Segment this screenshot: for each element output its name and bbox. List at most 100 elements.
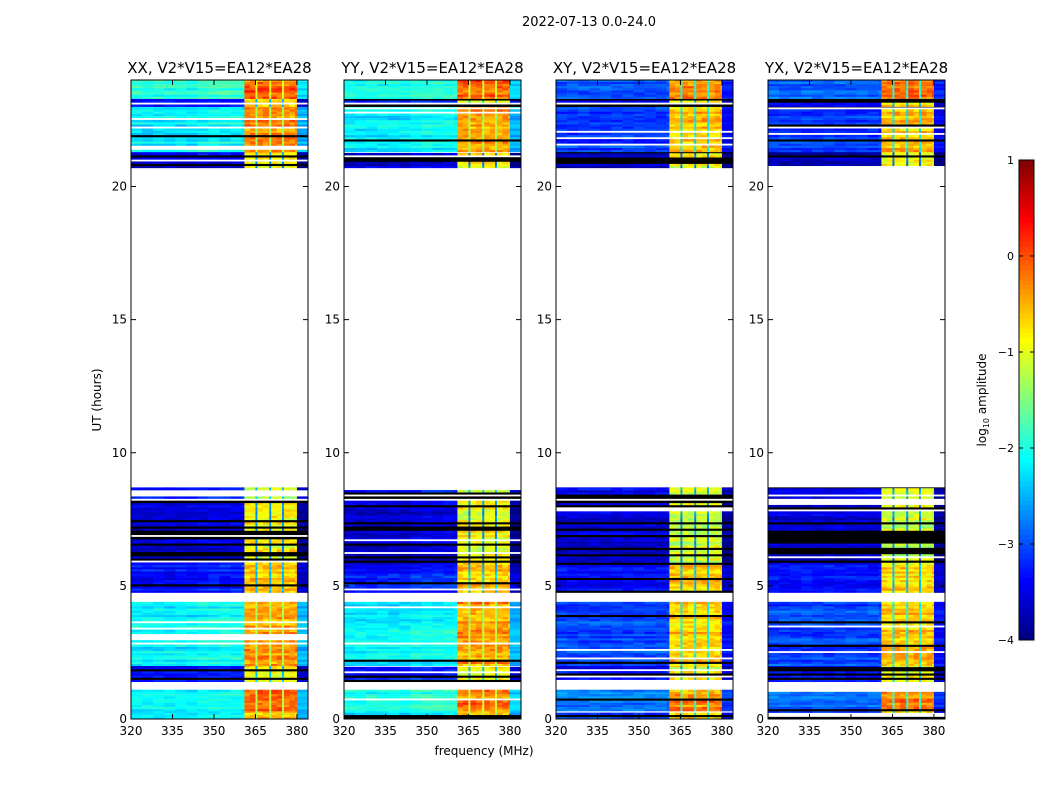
heatmap-cell: [262, 652, 269, 656]
heatmap-cell: [421, 161, 433, 164]
heatmap-cell: [255, 614, 258, 618]
heatmap-cell: [502, 590, 509, 593]
heatmap-cell: [468, 584, 471, 587]
heatmap-cell: [377, 663, 389, 667]
heatmap-cell: [388, 163, 400, 167]
heatmap-cell: [257, 590, 264, 593]
heatmap-cell: [269, 616, 272, 620]
heatmap-cell: [219, 511, 231, 514]
heatmap-cell: [230, 612, 242, 615]
heatmap-cell: [344, 700, 356, 703]
heatmap-cell: [262, 549, 269, 553]
heatmap-cell: [164, 80, 176, 82]
heatmap-cell: [175, 666, 187, 670]
heatmap-cell: [470, 661, 477, 664]
heatmap-cell: [457, 629, 464, 632]
heatmap-cell: [295, 644, 298, 647]
heatmap-cell: [344, 646, 356, 650]
heatmap-cell: [197, 109, 209, 112]
heatmap-cell: [388, 650, 400, 654]
heatmap-cell: [186, 115, 198, 119]
heatmap-cell: [489, 141, 496, 144]
heatmap-cell: [489, 693, 496, 697]
heatmap-cell: [283, 706, 290, 710]
heatmap-cell: [432, 500, 444, 504]
heatmap-cell: [164, 601, 176, 605]
heatmap-cell: [496, 524, 503, 527]
heatmap-cell: [295, 556, 298, 559]
heatmap-cell: [219, 646, 231, 650]
heatmap-cell: [410, 610, 422, 613]
heatmap-cell: [164, 107, 176, 110]
heatmap-cell: [509, 689, 521, 693]
heatmap-cell: [175, 698, 187, 701]
heatmap-cell: [502, 650, 509, 654]
heatmap-cell: [283, 157, 290, 160]
heatmap-cell: [496, 532, 503, 536]
heatmap-cell: [175, 665, 187, 668]
heatmap-cell: [508, 629, 511, 632]
heatmap-cell: [366, 661, 378, 664]
heatmap-cell: [255, 648, 258, 652]
heatmap-cell: [344, 564, 356, 568]
heatmap-cell: [482, 549, 485, 553]
heatmap-cell: [454, 689, 458, 693]
heatmap-cell: [502, 691, 509, 695]
heatmap-cell: [468, 502, 471, 506]
heatmap-cell: [142, 487, 154, 491]
heatmap-cell: [489, 145, 496, 148]
heatmap-cell: [484, 704, 491, 708]
heatmap-cell: [421, 650, 433, 654]
heatmap-cell: [276, 693, 283, 697]
heatmap-cell: [443, 648, 455, 652]
heatmap-cell: [208, 132, 220, 136]
heatmap-cell: [244, 119, 251, 123]
heatmap-cell: [142, 165, 154, 169]
heatmap-cell: [432, 610, 444, 613]
heatmap-cell: [421, 502, 433, 506]
heatmap-cell: [208, 679, 220, 683]
heatmap-cell: [230, 549, 242, 553]
heatmap-cell: [289, 603, 296, 607]
heatmap-cell: [421, 708, 433, 712]
heatmap-cell: [164, 90, 176, 93]
heatmap-cell: [495, 640, 498, 643]
heatmap-cell: [142, 98, 154, 101]
heatmap-cell: [388, 625, 400, 628]
heatmap-cell: [495, 532, 498, 536]
heatmap-cell: [142, 579, 154, 583]
heatmap-cell: [468, 677, 471, 680]
heatmap-cell: [164, 104, 176, 107]
heatmap-cell: [153, 571, 165, 574]
heatmap-cell: [296, 528, 308, 531]
heatmap-cell: [508, 635, 511, 639]
heatmap-cell: [244, 504, 251, 508]
heatmap-cell: [481, 577, 483, 581]
heatmap-cell: [502, 586, 509, 589]
heatmap-cell: [377, 507, 389, 510]
heatmap-cell: [257, 657, 264, 660]
heatmap-cell: [443, 584, 455, 587]
heatmap-cell: [399, 534, 411, 538]
heatmap-cell: [509, 161, 521, 164]
heatmap-cell: [295, 539, 298, 542]
heatmap-cell: [410, 677, 422, 680]
heatmap-cell: [296, 708, 308, 712]
heatmap-cell: [399, 584, 411, 587]
heatmap-cell: [230, 511, 242, 514]
heatmap-cell: [131, 706, 143, 710]
heatmap-cell: [468, 536, 471, 540]
heatmap-cell: [175, 704, 187, 708]
heatmap-cell: [268, 98, 270, 101]
heatmap-cell: [230, 618, 242, 622]
heatmap-cell: [508, 668, 511, 672]
heatmap-cell: [219, 96, 231, 99]
heatmap-cell: [230, 104, 242, 107]
heatmap-cell: [255, 666, 258, 670]
heatmap-cell: [432, 677, 444, 680]
heatmap-cell: [454, 638, 458, 641]
heatmap-cell: [366, 564, 378, 568]
heatmap-cell: [388, 612, 400, 615]
heatmap-cell: [164, 87, 176, 91]
heatmap-cell: [244, 81, 251, 85]
